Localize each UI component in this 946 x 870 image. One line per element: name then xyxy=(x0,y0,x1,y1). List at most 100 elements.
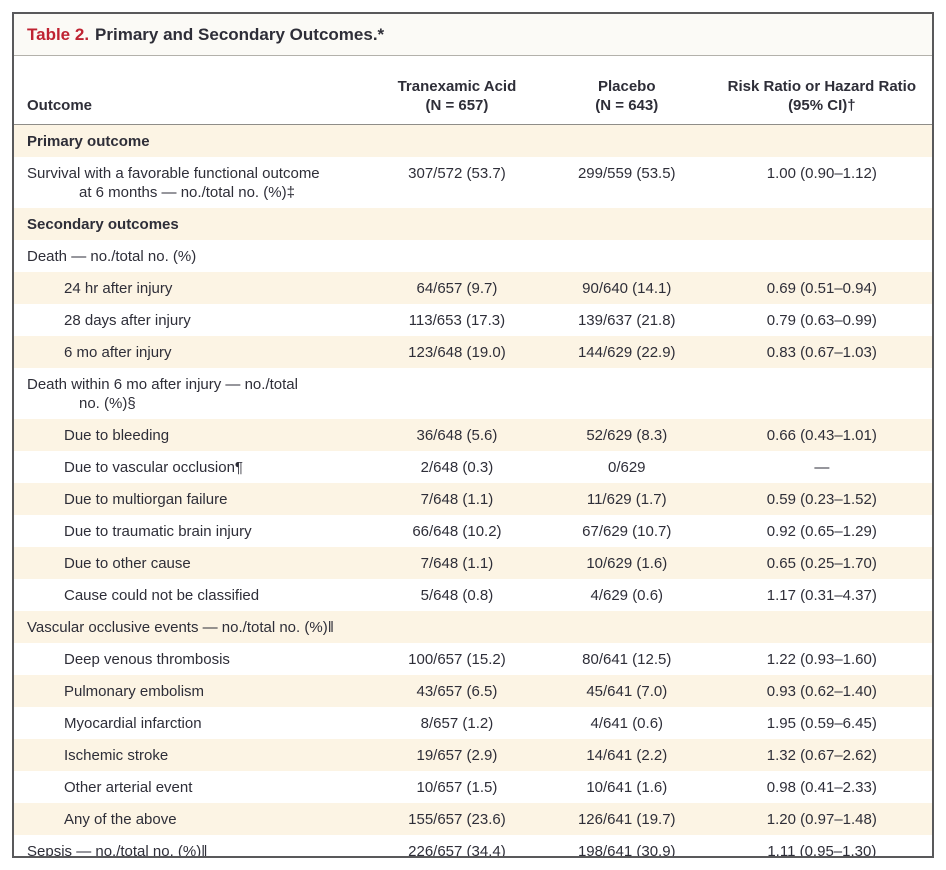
tranexamic-value-cell: 10/657 (1.5) xyxy=(416,779,498,796)
table-row: Due to traumatic brain injury 66/648 (10.… xyxy=(14,515,932,547)
outcomes-table: Outcome Tranexamic Acid (N = 657) Placeb… xyxy=(14,56,932,858)
table-row: Due to multiorgan failure 7/648 (1.1) 11/6… xyxy=(14,483,932,515)
outcome-cell: Survival with a favorable functional out… xyxy=(14,157,372,208)
tranexamic-value-cell: 2/648 (0.3) xyxy=(420,459,494,476)
tranexamic-value-cell: 226/657 (34.4) xyxy=(408,843,506,858)
placebo-value-cell: 139/637 (21.8) xyxy=(577,312,676,329)
risk-ratio-value-cell: 1.17 (0.31–4.37) xyxy=(766,587,877,604)
table-row: 24 hr after injury 64/657 (9.7) 90/640 (14… xyxy=(14,272,932,304)
outcome-label: Due to bleeding xyxy=(64,427,170,444)
outcome-label: Survival with a favorable functional out… xyxy=(27,165,320,182)
placebo-value-cell: 299/559 (53.5) xyxy=(577,165,676,182)
placebo-value-cell xyxy=(542,125,712,158)
outcome-cell: Deep venous thrombosis xyxy=(14,643,372,675)
table-row: Pulmonary embolism 43/657 (6.5) 45/641 (7.… xyxy=(14,675,932,707)
outcome-cell: Myocardial infarction xyxy=(14,707,372,739)
tranexamic-value-cell: 36/648 (5.6) xyxy=(416,427,498,444)
outcome-label: 6 mo after injury xyxy=(64,344,172,361)
column-header-line1: Tranexamic Acid xyxy=(397,78,517,95)
tranexamic-value-cell xyxy=(372,611,542,643)
tranexamic-value-cell: 66/648 (10.2) xyxy=(412,523,502,540)
tranexamic-value-cell xyxy=(372,240,542,272)
outcome-cell: 6 mo after injury xyxy=(14,336,372,368)
placebo-value-cell: 11/629 (1.7) xyxy=(586,491,667,508)
outcome-label: Due to vascular occlusion¶ xyxy=(64,459,243,476)
outcome-label: 28 days after injury xyxy=(64,312,191,329)
placebo-value-cell xyxy=(542,611,712,643)
column-header-line2: (N = 657) xyxy=(425,97,489,114)
outcome-label: Ischemic stroke xyxy=(64,747,169,764)
placebo-value-cell xyxy=(542,368,712,419)
outcome-cell: Cause could not be classified xyxy=(14,579,372,611)
risk-ratio-value-cell: — xyxy=(814,459,830,476)
table-row: Due to bleeding 36/648 (5.6) 52/629 (8.3) 0… xyxy=(14,419,932,451)
outcome-cell: Due to multiorgan failure xyxy=(14,483,372,515)
outcome-label: Cause could not be classified xyxy=(64,587,260,604)
placebo-value-cell: 198/641 (30.9) xyxy=(577,843,676,858)
tranexamic-value-cell: 100/657 (15.2) xyxy=(408,651,506,668)
outcome-cell: Any of the above xyxy=(14,803,372,835)
risk-ratio-value-cell xyxy=(712,240,932,272)
placebo-value-cell: 4/641 (0.6) xyxy=(590,715,664,732)
table-row: Myocardial infarction 8/657 (1.2) 4/641 (0… xyxy=(14,707,932,739)
risk-ratio-value-cell: 1.20 (0.97–1.48) xyxy=(766,811,877,828)
column-header-line1: Placebo xyxy=(597,78,656,95)
table-body: Primary outcome Survival with a favorable… xyxy=(14,124,932,858)
outcome-label: Due to traumatic brain injury xyxy=(64,523,252,540)
outcome-label: Other arterial event xyxy=(64,779,193,796)
risk-ratio-value-cell: 0.66 (0.43–1.01) xyxy=(766,427,877,444)
tranexamic-value-cell: 123/648 (19.0) xyxy=(408,344,506,361)
column-header-risk-ratio: Risk Ratio or Hazard Ratio (95% CI)† xyxy=(711,56,932,125)
outcome-label: Death — no./total no. (%) xyxy=(27,248,197,265)
risk-ratio-value-cell: 0.93 (0.62–1.40) xyxy=(766,683,877,700)
table-card: Table 2. Primary and Secondary Outcomes.*… xyxy=(12,12,934,858)
outcome-label: Sepsis — no./total no. (%)‖ xyxy=(27,843,208,858)
table-row: Ischemic stroke 19/657 (2.9) 14/641 (2.2) 1… xyxy=(14,739,932,771)
column-header-line2: (95% CI)† xyxy=(788,97,856,114)
placebo-value-cell: 14/641 (2.2) xyxy=(586,747,668,764)
outcome-cell: Primary outcome xyxy=(14,125,372,158)
table-row: Due to other cause 7/648 (1.1) 10/629 (1.6… xyxy=(14,547,932,579)
outcome-label: Primary outcome xyxy=(27,133,150,150)
column-header-placebo: Placebo (N = 643) xyxy=(541,56,712,125)
outcome-label-wrap: no. (%)§ xyxy=(79,395,136,412)
outcome-cell: Pulmonary embolism xyxy=(14,675,372,707)
placebo-value-cell: 144/629 (22.9) xyxy=(577,344,676,361)
outcome-cell: Secondary outcomes xyxy=(14,208,372,240)
tranexamic-value-cell: 307/572 (53.7) xyxy=(408,165,506,182)
outcome-label: Deep venous thrombosis xyxy=(64,651,230,668)
risk-ratio-value-cell: 0.98 (0.41–2.33) xyxy=(766,779,877,796)
placebo-value-cell xyxy=(542,208,712,240)
outcome-label: 24 hr after injury xyxy=(64,280,173,297)
outcome-cell: Death — no./total no. (%) xyxy=(14,240,372,272)
table-row: Vascular occlusive events — no./total no… xyxy=(14,611,932,643)
outcome-label: Any of the above xyxy=(64,811,177,828)
table-row: Primary outcome xyxy=(14,124,932,158)
column-header-tranexamic-acid: Tranexamic Acid (N = 657) xyxy=(372,56,542,125)
placebo-value-cell: 45/641 (7.0) xyxy=(586,683,668,700)
outcome-label: Death within 6 mo after injury — no./tot… xyxy=(27,376,298,393)
risk-ratio-value-cell: 0.79 (0.63–0.99) xyxy=(766,312,877,329)
table-row: Secondary outcomes xyxy=(14,208,932,240)
outcome-cell: Sepsis — no./total no. (%)‖ xyxy=(14,835,372,858)
tranexamic-value-cell: 155/657 (23.6) xyxy=(408,811,506,828)
outcome-label: Due to multiorgan failure xyxy=(64,491,228,508)
risk-ratio-value-cell: 1.32 (0.67–2.62) xyxy=(766,747,877,764)
tranexamic-value-cell: 8/657 (1.2) xyxy=(420,715,494,732)
outcome-label: Pulmonary embolism xyxy=(64,683,205,700)
risk-ratio-value-cell xyxy=(712,611,932,643)
column-header-line2: (N = 643) xyxy=(595,97,659,114)
tranexamic-value-cell: 19/657 (2.9) xyxy=(416,747,498,764)
tranexamic-value-cell: 64/657 (9.7) xyxy=(416,280,498,297)
outcome-cell: 28 days after injury xyxy=(14,304,372,336)
column-header-line1: Risk Ratio or Hazard Ratio xyxy=(727,78,917,95)
outcome-cell: Vascular occlusive events — no./total no… xyxy=(14,611,372,643)
placebo-value-cell: 80/641 (12.5) xyxy=(582,651,672,668)
risk-ratio-value-cell: 0.92 (0.65–1.29) xyxy=(766,523,877,540)
table-row: Death within 6 mo after injury — no./tot… xyxy=(14,368,932,419)
outcome-label: Myocardial infarction xyxy=(64,715,202,732)
tranexamic-value-cell: 5/648 (0.8) xyxy=(420,587,494,604)
column-header-outcome: Outcome xyxy=(14,56,373,125)
risk-ratio-value-cell: 0.59 (0.23–1.52) xyxy=(766,491,877,508)
table-number-label: Table 2. xyxy=(27,25,90,44)
